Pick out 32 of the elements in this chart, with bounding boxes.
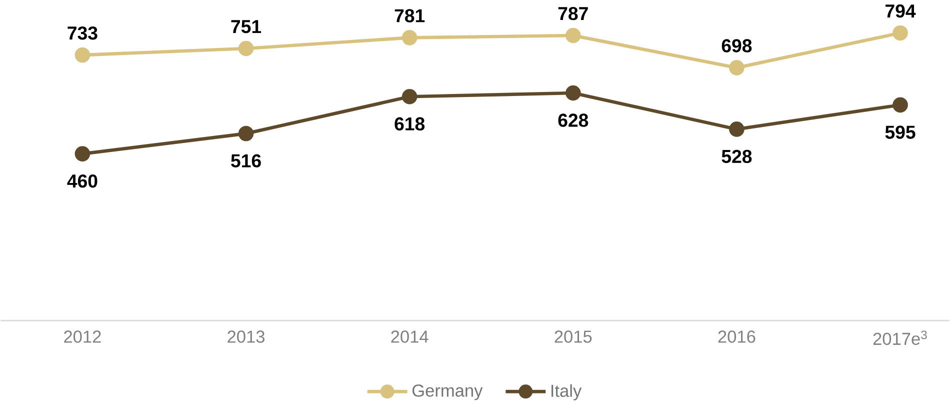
point (729, 60, 744, 76)
data-label: 794 (886, 4, 916, 18)
x-tick-label: 2015 (554, 330, 592, 343)
point (74, 47, 90, 63)
point (402, 88, 418, 104)
point (565, 85, 581, 101)
data-label: 751 (231, 20, 262, 34)
data-label: 516 (231, 154, 261, 168)
point (238, 126, 254, 142)
point (402, 30, 418, 46)
data-label: 460 (67, 174, 98, 188)
data-label: 618 (394, 117, 425, 130)
x-tick-label: 2014 (391, 330, 428, 343)
x-tick-label: 2017e$^{3}$ (873, 330, 927, 345)
legend-label: Germany (412, 384, 483, 400)
data-label: 595 (885, 126, 916, 139)
x-tick-label: 2012 (64, 330, 101, 343)
point (238, 40, 254, 56)
point (892, 25, 908, 41)
point (74, 146, 90, 162)
point (729, 122, 744, 137)
data-label: 698 (722, 39, 752, 52)
data-label: 733 (68, 26, 98, 40)
data-label: 787 (558, 6, 588, 20)
legend-label: Italy (552, 384, 582, 400)
point (892, 97, 908, 113)
x-tick-label: 2016 (718, 330, 756, 343)
point (565, 28, 581, 44)
data-label: 781 (394, 9, 425, 22)
x-tick-label: 2013 (228, 330, 264, 343)
data-label: 528 (722, 150, 752, 164)
data-label: 628 (558, 114, 588, 127)
